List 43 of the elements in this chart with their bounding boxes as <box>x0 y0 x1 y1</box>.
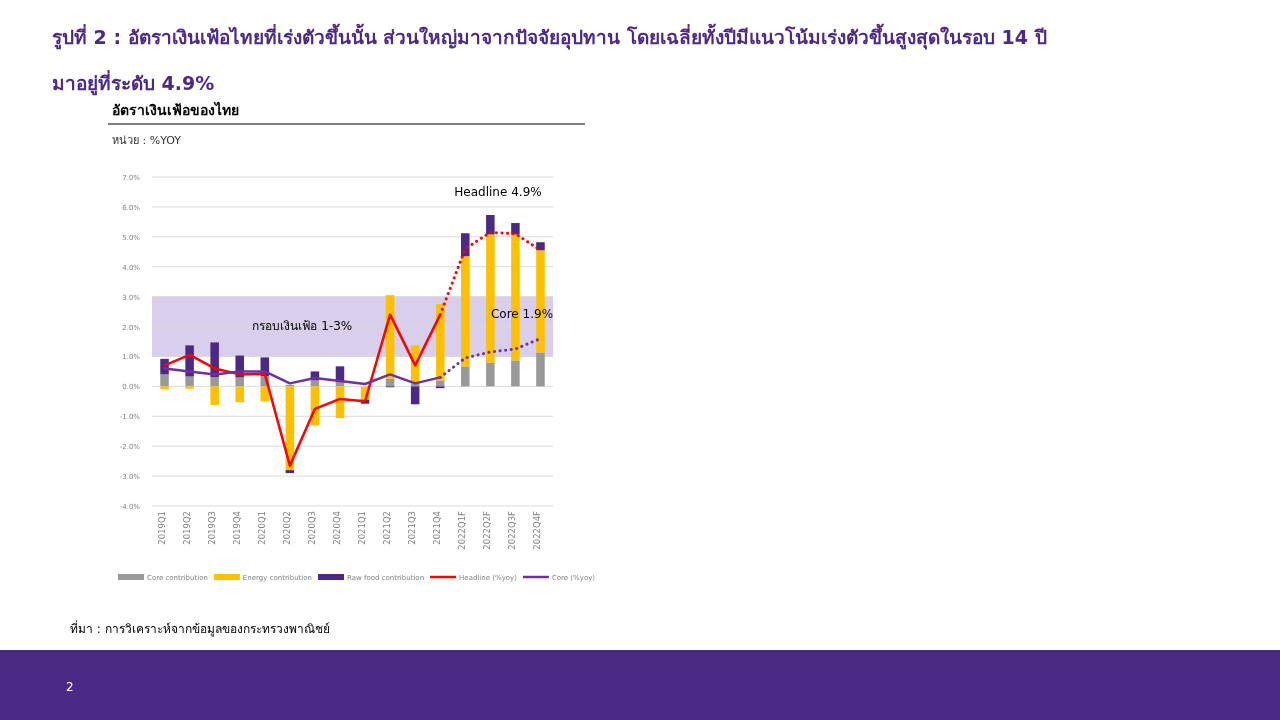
text: 2 <box>66 680 74 694</box>
x-tick-label: 2022Q4F <box>532 510 543 550</box>
bar <box>461 256 470 367</box>
x-tick-label: 2021Q1 <box>357 511 368 545</box>
x-tick-label: 2019Q4 <box>231 511 242 545</box>
bar <box>486 362 495 387</box>
bar <box>410 386 420 405</box>
x-tick-label: 2021Q3 <box>407 511 418 545</box>
bar <box>310 380 320 387</box>
x-tick-label: 2022Q3F <box>507 510 518 550</box>
x-tick-label: 2020Q1 <box>256 511 267 545</box>
bar <box>160 386 169 390</box>
x-tick-label: 2021Q4 <box>432 511 443 545</box>
x-tick-label: 2019Q1 <box>156 511 167 545</box>
y-axis-title: หน่วย : %YOY <box>112 134 182 147</box>
chart-subtitle: อัตราเงินเฟ้อของไทย <box>112 101 239 118</box>
bar <box>210 386 219 405</box>
x-tick-label: 2019Q2 <box>181 511 192 545</box>
bar <box>486 214 495 235</box>
bar <box>536 352 545 387</box>
bar <box>511 223 520 235</box>
bar <box>235 386 244 403</box>
x-tick-label: 2021Q2 <box>382 511 393 545</box>
x-tick-label: 2019Q3 <box>206 511 217 545</box>
band-label: กรอบเงินเฟ้อ 1-3% <box>252 318 353 333</box>
x-tick-label: 2022Q1F <box>457 510 468 550</box>
bar <box>461 366 470 387</box>
bar <box>511 360 520 387</box>
bar <box>461 233 470 257</box>
x-tick-label: 2020Q4 <box>331 511 342 545</box>
bar <box>210 377 219 387</box>
x-tick-label: 2020Q3 <box>306 511 317 545</box>
bar <box>160 374 169 387</box>
x-tick-label: 2022Q2F <box>482 510 493 550</box>
annotation: Headline 4.9% <box>454 185 542 199</box>
bar <box>235 377 244 387</box>
x-tick-label: 2020Q2 <box>281 511 292 545</box>
bar <box>285 470 295 474</box>
bar <box>185 376 194 387</box>
bar <box>435 380 445 387</box>
bar <box>185 386 194 389</box>
bar <box>536 242 545 251</box>
text: ที่มา : การวิเคราะห์จากข้อมูลของกระทรวงพาณิชย์ <box>70 620 330 637</box>
